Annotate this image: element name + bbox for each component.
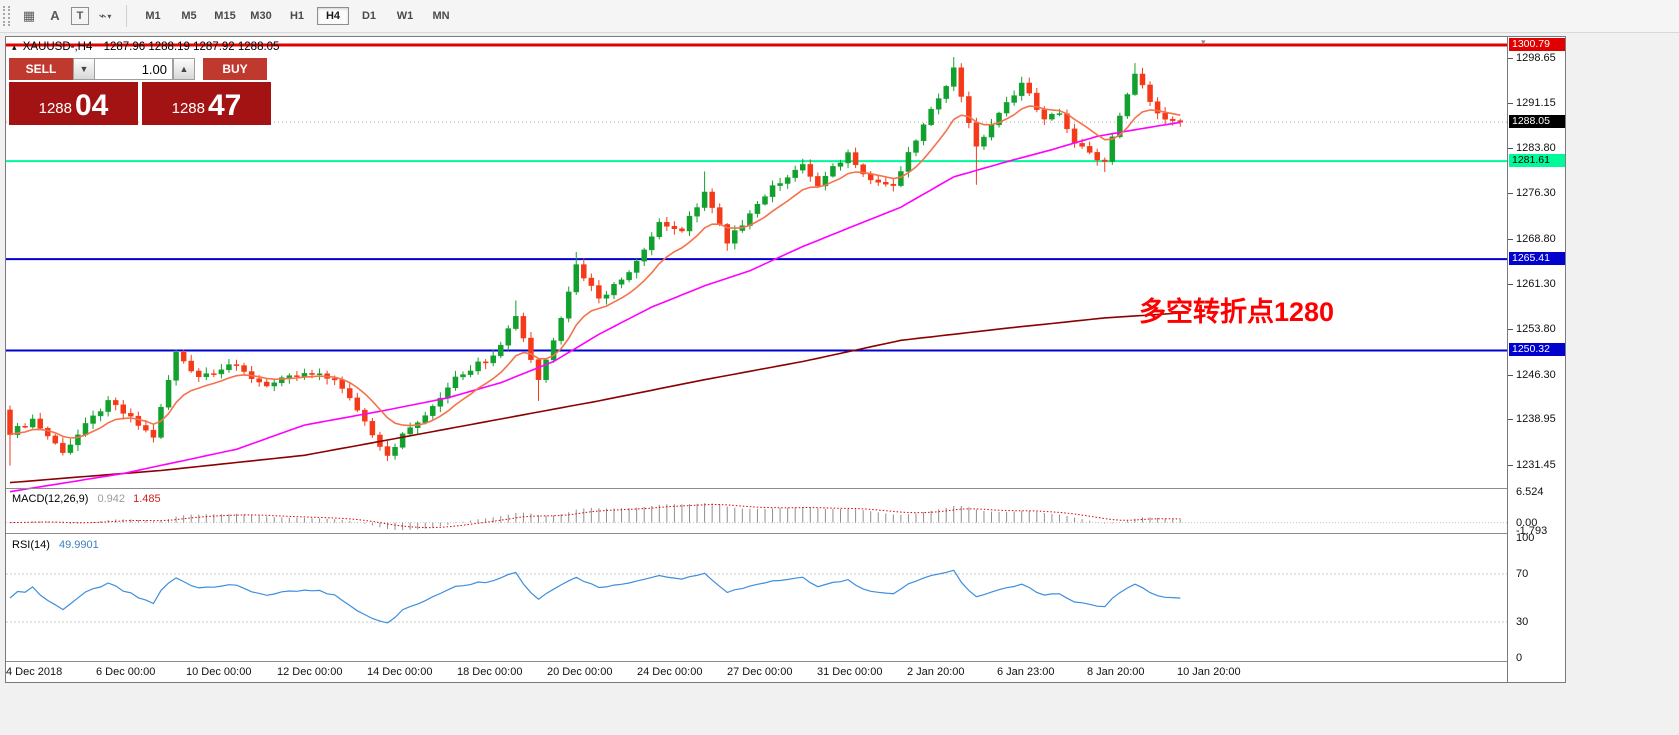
price-tick-label: 1291.15 bbox=[1516, 97, 1556, 110]
macd-axis-label: -1.793 bbox=[1516, 525, 1548, 537]
time-axis-label: 10 Jan 20:00 bbox=[1177, 666, 1241, 678]
price-tick-mark bbox=[1508, 147, 1513, 149]
ohlc-values: 1287.96 1288.19 1287.92 1288.05 bbox=[103, 41, 280, 53]
chart-shift-marker[interactable]: ▾ bbox=[1201, 37, 1206, 47]
timeframe-m1-button[interactable]: M1 bbox=[145, 10, 161, 22]
ask-price-display: 1288 47 bbox=[142, 82, 271, 125]
price-tick-label: 1276.30 bbox=[1516, 187, 1556, 200]
price-tick-label: 1231.45 bbox=[1516, 458, 1556, 471]
timeframe-d1-button[interactable]: D1 bbox=[361, 10, 377, 22]
time-axis-label: 14 Dec 00:00 bbox=[367, 666, 433, 678]
macd-main-value: 0.942 bbox=[97, 493, 126, 505]
toolbar-separator bbox=[126, 5, 127, 27]
timeframe-mn-button[interactable]: MN bbox=[432, 10, 450, 22]
macd-axis-label: 0.00 bbox=[1516, 516, 1538, 529]
rsi-axis-label: 100 bbox=[1516, 532, 1535, 544]
price-tick-mark bbox=[1508, 464, 1513, 466]
level-price-badge: 1265.41 bbox=[1509, 252, 1565, 266]
text-tool-icon[interactable]: T bbox=[71, 7, 89, 25]
time-axis-label: 6 Jan 23:00 bbox=[997, 666, 1055, 678]
price-tick-label: 1253.80 bbox=[1516, 323, 1556, 336]
price-tick-label: 1283.80 bbox=[1516, 141, 1556, 154]
price-tick-label: 1268.80 bbox=[1516, 232, 1556, 245]
macd-axis-label: 6.524 bbox=[1516, 486, 1544, 498]
price-tick-mark bbox=[1508, 329, 1513, 331]
zigzag-icon: ⌁ bbox=[98, 8, 107, 23]
sell-button[interactable]: SELL bbox=[9, 58, 73, 80]
dropdown-caret-icon: ▾ bbox=[107, 11, 112, 21]
timeframe-m5-button[interactable]: M5 bbox=[181, 10, 197, 22]
time-axis-label: 24 Dec 00:00 bbox=[637, 666, 703, 678]
bid-price-pips: 04 bbox=[75, 89, 109, 122]
time-axis-label: 10 Dec 00:00 bbox=[186, 666, 252, 678]
chart-text-annotation: 多空转折点1280 bbox=[1139, 297, 1335, 327]
price-tick-label: 1238.95 bbox=[1516, 413, 1556, 426]
timeframe-h4-button[interactable]: H4 bbox=[317, 7, 349, 25]
time-axis-splitter bbox=[6, 661, 1565, 662]
time-axis-label: 31 Dec 00:00 bbox=[817, 666, 883, 678]
level-price-badge: 1281.61 bbox=[1509, 154, 1565, 168]
volume-input[interactable] bbox=[95, 58, 173, 80]
line-studies-tool-icon[interactable]: ⌁▾ bbox=[95, 6, 115, 26]
buy-button[interactable]: BUY bbox=[203, 58, 267, 80]
time-axis-label: 8 Jan 20:00 bbox=[1087, 666, 1145, 678]
bid-price-base: 1288 bbox=[38, 100, 72, 117]
rsi-axis-label: 30 bbox=[1516, 616, 1529, 628]
time-axis-label: 20 Dec 00:00 bbox=[547, 666, 613, 678]
time-axis-label: 4 Dec 2018 bbox=[6, 666, 63, 678]
rsi-axis-label: 0 bbox=[1516, 652, 1523, 664]
candlestick-chart[interactable] bbox=[6, 37, 1507, 682]
time-axis-label: 12 Dec 00:00 bbox=[277, 666, 343, 678]
text-label-tool-icon[interactable]: A bbox=[50, 8, 60, 23]
timeframe-m30-button[interactable]: M30 bbox=[250, 10, 272, 22]
rsi-panel-splitter[interactable] bbox=[6, 533, 1565, 534]
macd-name: MACD(12,26,9) bbox=[12, 493, 89, 505]
macd-panel-splitter[interactable] bbox=[6, 488, 1565, 489]
price-tick-mark bbox=[1508, 238, 1513, 240]
time-axis-label: 6 Dec 00:00 bbox=[96, 666, 156, 678]
trade-panel-toggle-icon[interactable]: ▴ bbox=[12, 42, 17, 52]
volume-increase-button[interactable]: ▲ bbox=[173, 58, 195, 80]
toolbar-grip[interactable] bbox=[3, 6, 10, 26]
time-axis-label: 27 Dec 00:00 bbox=[727, 666, 793, 678]
price-axis[interactable]: 1298.65 1291.15 1283.80 1276.30 1268.80 1261.… bbox=[1507, 37, 1565, 682]
timeframe-w1-button[interactable]: W1 bbox=[396, 10, 414, 22]
macd-label: MACD(12,26,9) 0.942 1.485 bbox=[12, 493, 161, 505]
time-axis[interactable]: 4 Dec 2018 6 Dec 00:00 10 Dec 00:00 12 Dec … bbox=[6, 662, 1507, 682]
bid-price-display: 1288 04 bbox=[9, 82, 138, 125]
level-price-badge: 1300.79 bbox=[1509, 38, 1565, 51]
price-tick-mark bbox=[1508, 57, 1513, 59]
ask-price-base: 1288 bbox=[171, 100, 205, 117]
rsi-axis-label: 70 bbox=[1516, 568, 1529, 580]
toolbar: ▦ A T ⌁▾ M1 M5 M15 M30 H1 H4 D1 W1 MN bbox=[0, 0, 1679, 33]
timeframe-m15-button[interactable]: M15 bbox=[214, 10, 236, 22]
macd-signal-value: 1.485 bbox=[133, 493, 161, 505]
price-tick-mark bbox=[1508, 193, 1513, 195]
rsi-value: 49.9901 bbox=[58, 539, 99, 551]
price-tick-mark bbox=[1508, 284, 1513, 286]
time-axis-label: 18 Dec 00:00 bbox=[457, 666, 523, 678]
time-axis-label: 2 Jan 20:00 bbox=[907, 666, 965, 678]
grid-tool-icon[interactable]: ▦ bbox=[22, 8, 36, 23]
chart-title: ▴ XAUUSD-,H4 1287.96 1288.19 1287.92 128… bbox=[12, 41, 279, 53]
symbol-period-label: XAUUSD-,H4 bbox=[22, 41, 93, 53]
ask-price-pips: 47 bbox=[208, 89, 242, 122]
timeframe-h1-button[interactable]: H1 bbox=[289, 10, 305, 22]
rsi-label: RSI(14) 49.9901 bbox=[12, 539, 99, 551]
price-tick-mark bbox=[1508, 103, 1513, 105]
level-price-badge: 1250.32 bbox=[1509, 343, 1565, 357]
price-tick-mark bbox=[1508, 419, 1513, 421]
price-tick-label: 1261.30 bbox=[1516, 278, 1556, 291]
chart-window: ▴ XAUUSD-,H4 1287.96 1288.19 1287.92 128… bbox=[5, 36, 1566, 683]
timeframe-bar: M1 M5 M15 M30 H1 H4 D1 W1 MN bbox=[135, 7, 459, 25]
price-tick-mark bbox=[1508, 374, 1513, 376]
current-price-badge: 1288.05 bbox=[1509, 115, 1565, 129]
one-click-trade-panel: SELL ▼ ▲ BUY 1288 04 1288 47 bbox=[9, 58, 271, 125]
rsi-name: RSI(14) bbox=[12, 539, 50, 551]
price-tick-label: 1246.30 bbox=[1516, 368, 1556, 381]
volume-dropdown-button[interactable]: ▼ bbox=[73, 58, 95, 80]
price-tick-label: 1298.65 bbox=[1516, 51, 1556, 64]
